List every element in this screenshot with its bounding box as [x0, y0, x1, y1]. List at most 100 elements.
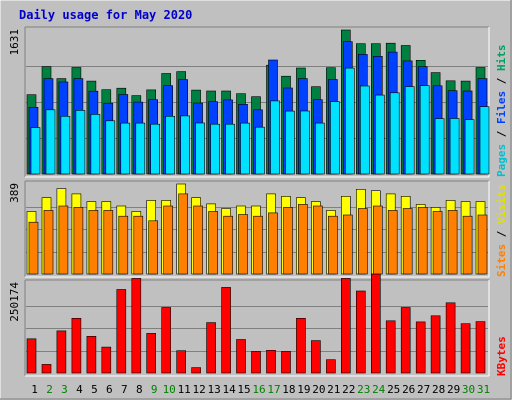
bar-pages-day-26 — [404, 86, 415, 175]
legend-entry: Sites — [495, 244, 508, 277]
bar-sites-day-16 — [253, 215, 263, 275]
bar-sites-day-25 — [387, 210, 398, 275]
bar-sites-day-8 — [133, 215, 144, 275]
bar-pages-day-30 — [464, 119, 475, 175]
x-tick-day-21: 21 — [327, 383, 340, 396]
x-tick-day-17: 17 — [267, 383, 280, 396]
bar-sites-day-27 — [417, 207, 428, 275]
bar-pages-day-31 — [479, 106, 490, 175]
bar-sites-day-30 — [462, 215, 473, 275]
bar-pages-day-25 — [389, 92, 400, 175]
x-tick-day-29: 29 — [447, 383, 460, 396]
x-tick-day-10: 10 — [163, 383, 176, 396]
legend-entry: / — [495, 224, 508, 244]
bar-kbytes-day-9 — [146, 333, 156, 374]
panel-bottom-legend: KBytes — [495, 336, 508, 376]
chart-panels: 1631 Pages / Files / Hits 389 Sites / Visit… — [8, 26, 508, 377]
bar-sites-day-13 — [208, 211, 218, 275]
bar-kbytes-day-22 — [340, 278, 351, 374]
bar-pages-day-8 — [135, 122, 146, 175]
bar-kbytes-day-3 — [56, 330, 67, 374]
x-tick-day-18: 18 — [282, 383, 295, 396]
x-tick-day-25: 25 — [387, 383, 400, 396]
panel-bottom: 250174 KBytes — [8, 273, 508, 377]
bar-sites-day-6 — [103, 210, 114, 275]
x-tick-day-8: 8 — [136, 383, 143, 396]
bar-pages-day-4 — [75, 110, 86, 175]
bar-sites-day-10 — [163, 205, 173, 275]
bar-pages-day-1 — [30, 127, 41, 175]
bar-sites-day-14 — [223, 215, 233, 275]
bar-kbytes-day-30 — [460, 323, 471, 374]
x-axis-day-labels: 1 2 3 4 5 6 7 8 9 10 11 12 13 14 15 16 17 18 19 20 21 22 23 24 2… — [31, 383, 490, 396]
bar-kbytes-day-5 — [86, 335, 97, 374]
bar-kbytes-day-13 — [206, 322, 216, 374]
x-tick-day-2: 2 — [46, 383, 53, 396]
bar-pages-day-20 — [315, 122, 325, 175]
bar-kbytes-day-28 — [430, 315, 441, 374]
bar-sites-day-7 — [118, 215, 129, 275]
bar-kbytes-day-26 — [400, 307, 411, 374]
x-tick-day-3: 3 — [61, 383, 68, 396]
x-tick-day-13: 13 — [207, 383, 220, 396]
x-tick-day-24: 24 — [372, 383, 386, 396]
bar-sites-day-3 — [58, 205, 69, 275]
bar-sites-day-20 — [313, 205, 323, 275]
x-tick-day-12: 12 — [192, 383, 205, 396]
bar-kbytes-day-27 — [415, 321, 426, 374]
bar-sites-day-31 — [477, 214, 488, 275]
bar-kbytes-day-16 — [251, 351, 261, 374]
bar-sites-day-17 — [268, 212, 278, 275]
legend-entry: Hits — [495, 45, 508, 72]
x-tick-day-14: 14 — [222, 383, 236, 396]
legend-entry: Visits — [495, 184, 508, 224]
bar-pages-day-2 — [45, 109, 56, 175]
panel-top: 1631 Pages / Files / Hits — [8, 26, 508, 178]
panel-top-legend: Pages / Files / Hits — [495, 45, 508, 178]
bar-kbytes-day-24 — [370, 273, 381, 374]
series-kbytes — [26, 273, 486, 374]
bar-pages-day-18 — [285, 110, 295, 175]
bar-sites-day-1 — [28, 221, 39, 275]
bar-pages-day-14 — [225, 123, 235, 175]
bar-pages-day-15 — [240, 122, 250, 175]
x-tick-day-11: 11 — [178, 383, 191, 396]
bar-pages-day-10 — [165, 116, 175, 175]
bar-pages-day-21 — [330, 101, 340, 175]
bar-kbytes-day-4 — [71, 317, 82, 374]
x-tick-day-1: 1 — [31, 383, 38, 396]
bar-sites-day-23 — [357, 208, 368, 275]
bar-sites-day-29 — [447, 210, 458, 275]
bar-sites-day-11 — [178, 193, 188, 275]
bar-pages-day-9 — [150, 123, 160, 175]
bar-sites-day-21 — [328, 215, 338, 275]
bar-kbytes-day-19 — [296, 317, 306, 374]
x-tick-day-9: 9 — [151, 383, 158, 396]
bar-kbytes-day-7 — [116, 289, 127, 374]
panel-middle: 389 Sites / Visits — [8, 180, 508, 278]
panel-middle-ymax-label: 389 — [8, 183, 21, 203]
bar-pages-day-6 — [105, 120, 116, 175]
bar-sites-day-9 — [148, 220, 158, 275]
legend-entry: / — [495, 124, 508, 144]
bar-pages-day-12 — [195, 122, 205, 175]
bar-sites-day-2 — [43, 210, 54, 275]
bar-sites-day-19 — [298, 204, 308, 275]
x-tick-day-28: 28 — [432, 383, 445, 396]
bar-sites-day-18 — [283, 207, 293, 275]
series-pages — [30, 67, 490, 175]
bar-kbytes-day-14 — [221, 287, 231, 374]
legend-entry: Files — [495, 91, 508, 124]
bar-sites-day-15 — [238, 214, 248, 275]
bar-pages-day-29 — [449, 118, 460, 175]
bar-kbytes-day-31 — [475, 321, 486, 374]
bar-sites-day-4 — [73, 207, 84, 275]
panel-middle-legend: Sites / Visits — [495, 184, 508, 277]
bar-sites-day-26 — [402, 208, 413, 275]
bar-pages-day-22 — [344, 67, 355, 175]
bar-kbytes-day-12 — [191, 367, 201, 374]
bar-kbytes-day-25 — [385, 320, 396, 374]
legend-entry: Pages — [495, 144, 508, 177]
